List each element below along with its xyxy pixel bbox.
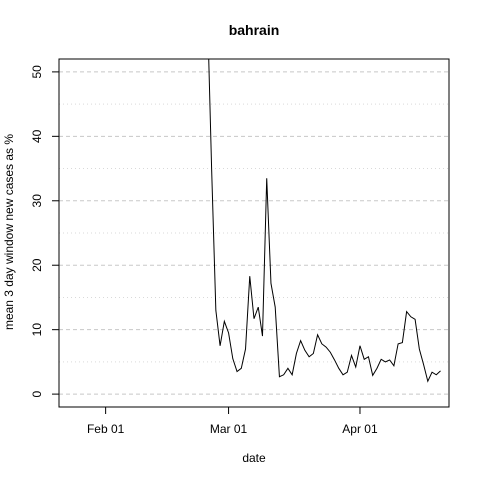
plot-frame [58,58,450,408]
y-tick-label: 10 [30,323,44,337]
series-group [208,59,441,383]
y-tick-label: 40 [30,129,44,143]
x-tick-label: Mar 01 [210,422,248,436]
y-tick-label: 20 [30,258,44,272]
grid-lines [59,71,449,395]
x-tick-label: Feb 01 [87,422,125,436]
y-axis: 0 10 20 30 40 50 [30,65,59,397]
y-tick-label: 0 [30,390,44,397]
series-line [208,59,441,383]
x-tick-label: Apr 01 [342,422,378,436]
x-axis: Feb 01 Mar 01 Apr 01 [87,407,378,436]
y-tick-label: 50 [30,65,44,79]
x-axis-label: date [242,451,266,465]
chart-title: bahrain [229,22,280,38]
y-axis-label: mean 3 day window new cases as % [2,134,16,330]
y-tick-label: 30 [30,194,44,208]
